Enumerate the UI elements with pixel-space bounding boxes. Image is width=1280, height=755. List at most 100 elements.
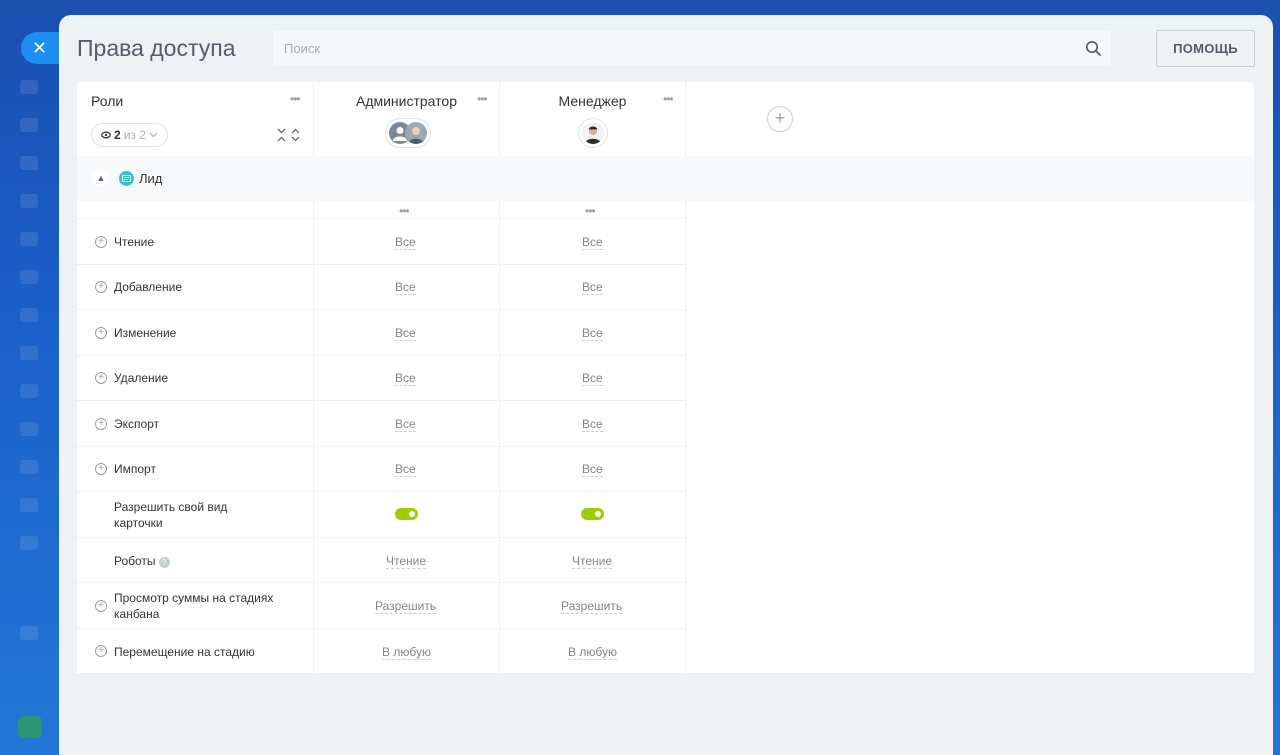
role-name: Менеджер	[558, 93, 627, 109]
role-members[interactable]	[385, 118, 431, 148]
lead-icon	[119, 171, 134, 186]
permission-row: Разрешить свой вид карточки	[77, 491, 686, 537]
permission-name: Перемещение на стадию	[114, 645, 255, 659]
plus-icon[interactable]: +	[95, 236, 107, 248]
lead-card-icon	[121, 174, 132, 183]
sidebar-icon	[20, 118, 38, 132]
permission-name: Удаление	[114, 371, 169, 385]
close-slider-button[interactable]: ✕	[21, 32, 65, 64]
role-column-manager: Менеджер •••	[500, 82, 685, 155]
permission-value[interactable]: Все	[395, 280, 416, 295]
permission-row: + Изменение Все Все	[77, 309, 686, 355]
permission-row: + Импорт Все Все	[77, 446, 686, 491]
search-icon[interactable]	[1085, 40, 1102, 57]
plus-icon[interactable]: +	[95, 645, 107, 657]
permission-row: + Просмотр суммы на стадиях канбана Разр…	[77, 582, 686, 628]
chevron-up-icon[interactable]: ▲	[93, 170, 109, 186]
permission-name: Просмотр суммы на стадиях канбана	[114, 591, 274, 621]
plus-icon[interactable]: +	[95, 327, 107, 339]
sidebar-green-icon	[18, 716, 42, 738]
section-label: Лид	[139, 171, 163, 186]
roles-title: Роли	[91, 93, 124, 109]
permission-value[interactable]: Разрешить	[375, 599, 437, 614]
permission-name-wrap: Роботы?	[114, 553, 170, 569]
permission-value[interactable]: Чтение	[572, 554, 613, 569]
add-role-button[interactable]: +	[767, 106, 793, 132]
more-icon[interactable]: •••	[585, 204, 596, 218]
permission-name: Роботы	[114, 554, 156, 568]
role-members[interactable]	[578, 118, 608, 148]
panel-header: Права доступа ПОМОЩЬ	[59, 15, 1273, 81]
plus-icon[interactable]: +	[95, 418, 107, 430]
permission-row: + Экспорт Все Все	[77, 400, 686, 446]
permission-row: Роботы? Чтение Чтение	[77, 537, 686, 582]
permission-value[interactable]: Все	[395, 417, 416, 432]
plus-icon[interactable]: +	[95, 600, 107, 612]
permission-row: + Перемещение на стадию В любую В любую	[77, 628, 686, 673]
permission-value[interactable]: Все	[582, 462, 603, 477]
column-divider	[499, 82, 500, 673]
sidebar-icon	[20, 270, 38, 284]
plus-icon[interactable]: +	[95, 281, 107, 293]
close-icon[interactable]: ✕	[32, 38, 48, 58]
background-sidebar	[0, 0, 60, 755]
permission-name: Чтение	[114, 235, 155, 249]
more-icon[interactable]: •••	[663, 92, 674, 106]
more-icon[interactable]: •••	[477, 92, 488, 106]
chevron-down-icon	[149, 132, 158, 138]
permission-value[interactable]: Все	[395, 326, 416, 341]
permission-value[interactable]: Разрешить	[561, 599, 623, 614]
sidebar-icon	[20, 156, 38, 170]
plus-icon[interactable]: +	[95, 463, 107, 475]
sidebar-icon	[20, 422, 38, 436]
permission-value[interactable]: Все	[582, 417, 603, 432]
column-divider	[685, 82, 686, 673]
eye-icon	[101, 131, 111, 139]
permission-name: Изменение	[114, 326, 177, 340]
permission-name: Добавление	[114, 280, 182, 294]
permission-value[interactable]: В любую	[568, 645, 617, 660]
more-icon[interactable]: •••	[399, 204, 410, 218]
user-avatar	[582, 122, 604, 144]
permission-name: Разрешить свой вид карточки	[114, 500, 228, 530]
permissions-table: Роли ••• 2 из 2 Админис	[77, 82, 1254, 673]
permission-row: + Добавление Все Все	[77, 264, 686, 309]
user-avatar	[405, 122, 427, 144]
sidebar-icon	[20, 626, 38, 640]
search-input[interactable]	[273, 31, 1053, 66]
permission-value[interactable]: Все	[395, 462, 416, 477]
permission-value[interactable]: Все	[582, 235, 603, 250]
sidebar-icon	[20, 232, 38, 246]
sidebar-icon	[20, 308, 38, 322]
permission-name: Импорт	[114, 462, 156, 476]
help-icon[interactable]: ?	[158, 557, 170, 568]
permission-value[interactable]: Все	[582, 371, 603, 386]
permission-value[interactable]: В любую	[382, 645, 431, 660]
plus-icon[interactable]: +	[95, 372, 107, 384]
permission-row: + Чтение Все Все	[77, 218, 686, 264]
column-divider	[313, 82, 314, 673]
permission-value[interactable]: Все	[582, 280, 603, 295]
permission-value[interactable]: Все	[582, 326, 603, 341]
sidebar-icon	[20, 80, 38, 94]
toggle-switch[interactable]	[581, 508, 604, 520]
access-rights-panel: Права доступа ПОМОЩЬ Роли ••• 2 из	[59, 15, 1273, 755]
sidebar-icon	[20, 536, 38, 550]
search-box[interactable]	[272, 30, 1112, 67]
sidebar-icon	[20, 498, 38, 512]
permission-value[interactable]: Все	[395, 235, 416, 250]
sidebar-icon	[20, 384, 38, 398]
permission-value[interactable]: Все	[395, 371, 416, 386]
filter-total: из 2	[123, 128, 146, 142]
roles-header-cell: Роли ••• 2 из 2	[77, 82, 313, 155]
roles-filter[interactable]: 2 из 2	[91, 123, 168, 147]
collapse-expand-icon[interactable]	[277, 128, 303, 142]
filter-count: 2	[114, 128, 121, 142]
help-button[interactable]: ПОМОЩЬ	[1156, 30, 1255, 67]
entity-section-lead[interactable]: ▲ Лид	[77, 156, 1254, 201]
permission-value[interactable]: Чтение	[386, 554, 427, 569]
more-icon[interactable]: •••	[290, 92, 301, 106]
sidebar-icon	[20, 194, 38, 208]
toggle-switch[interactable]	[395, 508, 418, 520]
role-name: Администратор	[355, 93, 457, 109]
